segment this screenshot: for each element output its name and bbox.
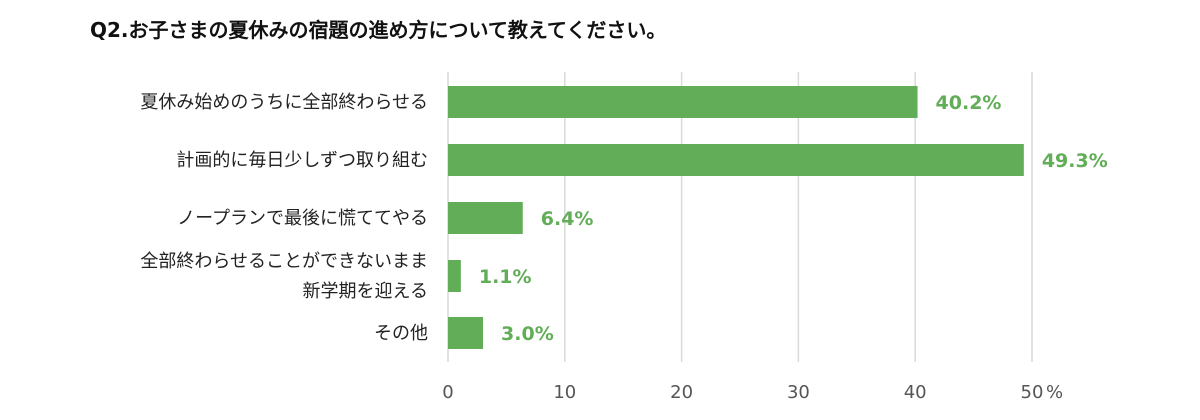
x-tick-label: 20 <box>670 382 693 403</box>
bars <box>448 86 1024 349</box>
data-label: 6.4% <box>541 208 594 230</box>
x-tick-label: 30 <box>787 382 810 403</box>
x-tick-label: 40 <box>904 382 927 403</box>
data-label: 40.2% <box>936 92 1002 114</box>
category-label: 全部終わらせることができないまま <box>140 251 428 272</box>
x-axis-unit: % <box>1046 382 1063 403</box>
x-tick-label: 10 <box>553 382 576 403</box>
category-labels: 夏休み始めのうちに全部終わらせる計画的に毎日少しずつ取り組むノープランで最後に慌… <box>140 92 428 344</box>
data-labels: 40.2% 49.3% 6.4% 1.1% 3.0% <box>479 92 1108 345</box>
chart-title: Q2.お子さまの夏休みの宿題の進め方について教えてください。 <box>90 18 667 42</box>
data-label: 49.3% <box>1042 150 1108 172</box>
bar <box>448 317 484 349</box>
bar <box>448 86 918 118</box>
grid-lines <box>447 72 1033 362</box>
data-label: 1.1% <box>479 266 532 288</box>
bar <box>448 202 523 234</box>
category-label: 計画的に毎日少しずつ取り組む <box>176 150 428 171</box>
x-tick-label: 50 <box>1021 382 1044 403</box>
category-label: ノープランで最後に慌ててやる <box>177 208 428 229</box>
category-label: 新学期を迎える <box>303 281 428 302</box>
bar <box>448 260 461 292</box>
category-label: 夏休み始めのうちに全部終わらせる <box>140 92 428 113</box>
x-tick-label: 0 <box>442 382 453 403</box>
bar <box>448 144 1024 176</box>
x-axis-ticks: 0 10 20 30 40 50% <box>442 382 1063 403</box>
data-label: 3.0% <box>501 323 554 345</box>
category-label: その他 <box>374 323 428 344</box>
